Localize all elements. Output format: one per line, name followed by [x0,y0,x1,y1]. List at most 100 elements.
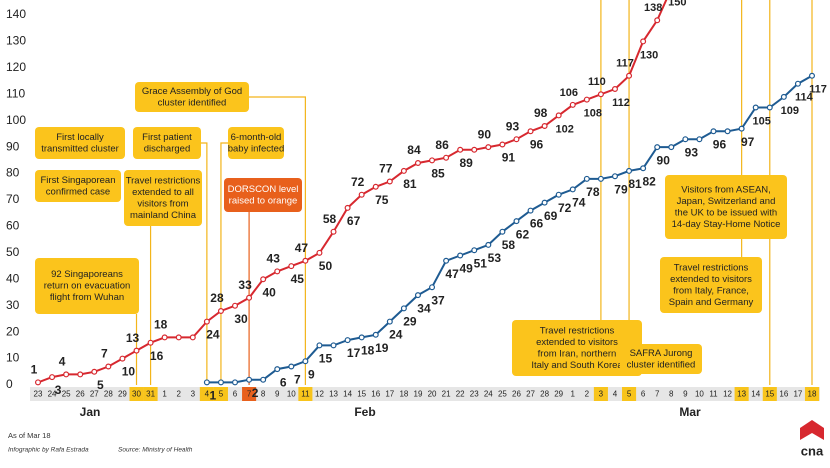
data-label: 4 [59,355,66,369]
data-label: 138 [644,2,662,14]
point [386,318,393,325]
annotation-box [135,82,249,112]
logo-text: cna [801,443,824,458]
point [344,204,351,211]
point [288,363,295,370]
x-tick-label: 15 [357,390,366,399]
x-tick-label: 29 [554,390,563,399]
data-label: 34 [417,301,431,315]
point [654,17,661,24]
month-label: Mar [679,405,701,419]
point [626,72,633,79]
x-tick-label: 30 [132,390,141,399]
data-label: 51 [474,256,488,270]
point [119,355,126,362]
x-tick-label: 10 [287,390,296,399]
y-tick-label: 130 [6,34,26,48]
date-highlight [762,387,777,401]
data-label: 81 [403,177,417,191]
annotation-text: First Singaporean [41,175,116,186]
data-label: 89 [460,156,474,170]
data-label: 72 [351,175,365,189]
data-label: 13 [126,331,140,345]
annotation-text: SAFRA Jurong [630,348,693,359]
x-tick-label: 7 [247,390,252,399]
annotation-text: visitors from [137,198,188,209]
data-label: 69 [544,209,558,223]
x-tick-label: 26 [76,390,85,399]
x-tick-label: 12 [723,390,732,399]
y-tick-label: 50 [6,245,20,259]
data-label: 24 [206,328,220,342]
data-label: 112 [612,97,630,109]
x-tick-label: 18 [399,390,408,399]
point [344,337,351,344]
data-label: 1 [31,363,38,377]
point [77,371,84,378]
annotation-box [620,344,702,374]
y-tick-label: 70 [6,192,20,206]
data-label: 91 [502,151,516,165]
point [330,228,337,235]
data-label: 28 [210,291,224,305]
data-label: 105 [753,115,771,127]
annotation-text: the UK to be issued with [675,207,777,218]
data-label: 5 [97,378,104,392]
leader-line [201,142,208,385]
data-label: 7 [101,347,108,361]
point [34,379,41,386]
x-tick-label: 3 [191,390,196,399]
x-tick-label: 14 [343,390,352,399]
annotation-text: cluster identified [627,359,696,370]
data-label: 114 [795,92,814,104]
data-label: 58 [502,238,516,252]
y-tick-label: 100 [6,113,26,127]
point [682,136,689,143]
x-tick-label: 2 [177,390,182,399]
annotation-text: from Italy, France, [673,285,749,296]
x-tick-label: 6 [641,390,646,399]
x-tick-label: 27 [90,390,99,399]
point [513,218,520,225]
date-highlight [734,387,749,401]
point [316,249,323,256]
annotation-text: Travel restrictions [126,175,201,186]
annotation-text: from Iran, northern [538,348,617,359]
point [611,173,618,180]
point [246,376,253,383]
annotation-text: DORSCON level [228,184,299,195]
point [569,186,576,193]
x-tick-label: 24 [484,390,493,399]
x-tick-label: 9 [683,390,688,399]
point [49,374,56,381]
data-label: 40 [262,285,276,299]
point [766,104,773,111]
x-tick-label: 6 [233,390,238,399]
point [640,38,647,45]
annotation-box [224,178,302,212]
annotation-text: Spain and Germany [669,297,754,308]
data-label: 18 [154,318,168,332]
x-tick-label: 12 [315,390,324,399]
annotation-text: confirmed case [46,186,110,197]
y-tick-label: 140 [6,7,26,21]
date-highlight [242,387,257,401]
data-label: 67 [347,214,361,228]
point [457,146,464,153]
x-tick-label: 19 [414,390,423,399]
data-label: 110 [588,76,606,88]
x-tick-label: 20 [428,390,437,399]
data-label: 2 [252,386,259,400]
point [724,128,731,135]
y-tick-label: 110 [6,86,25,100]
x-tick-label: 23 [470,390,479,399]
month-label: Feb [354,405,375,419]
annotation-text: flight from Wuhan [50,292,124,303]
point [330,342,337,349]
annotation-box [660,257,762,313]
point [597,91,604,98]
point [246,294,253,301]
annotation-text: Travel restrictions [540,325,615,336]
data-label: 117 [616,58,634,70]
annotation-text: transmitted cluster [41,143,119,154]
